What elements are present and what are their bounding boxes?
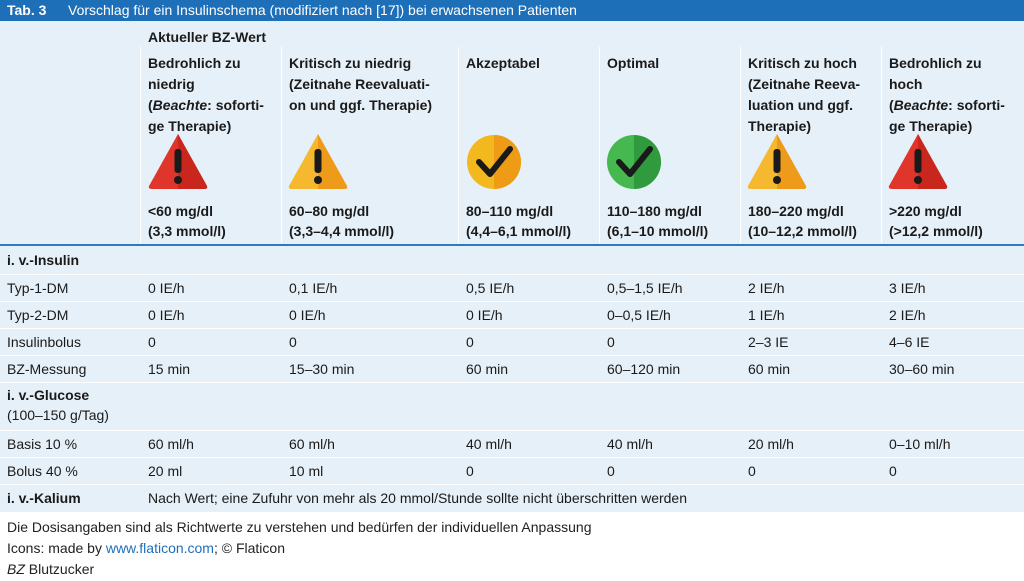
column-separator <box>140 47 141 243</box>
section-glucose: i. v.-Glucose <box>7 387 90 403</box>
range-col2: 60–80 mg/dl (3,3–4,4 mmol/l) <box>289 203 395 239</box>
range-col1: <60 mg/dl (3,3 mmol/l) <box>148 203 226 239</box>
warning-red-icon <box>148 134 208 189</box>
column-separator <box>599 47 600 243</box>
row-divider <box>0 382 1024 383</box>
insulin-scheme-table: Aktueller BZ-Wert Bedrohlich zu niedrig … <box>0 21 1024 512</box>
row-divider <box>0 484 1024 485</box>
column-separator <box>881 47 882 243</box>
column-header-kritisch-hoch: Kritisch zu hoch (Zeitnahe Reeva- luatio… <box>748 55 861 134</box>
column-header-bedrohlich-hoch: Bedrohlich zu hoch (Beachte: soforti- ge… <box>889 55 1005 134</box>
check-yellow-icon <box>467 135 521 189</box>
kalium-text: Nach Wert; eine Zufuhr von mehr als 20 m… <box>148 490 687 506</box>
row-divider <box>0 301 1024 302</box>
row-divider <box>0 274 1024 275</box>
header-divider <box>0 244 1024 246</box>
column-separator <box>740 47 741 243</box>
range-col4: 110–180 mg/dl (6,1–10 mmol/l) <box>607 203 709 239</box>
footnote-icons: Icons: made by www.flaticon.com; © Flati… <box>7 540 285 556</box>
header-group-label: Aktueller BZ-Wert <box>148 29 266 45</box>
check-green-icon <box>607 135 661 189</box>
row-divider <box>0 355 1024 356</box>
section-insulin: i. v.-Insulin <box>7 252 80 268</box>
footnote-abbreviation: BZ Blutzucker <box>7 561 95 577</box>
row-divider <box>0 328 1024 329</box>
column-header-bedrohlich-niedrig: Bedrohlich zu niedrig (Beachte: soforti-… <box>148 55 264 134</box>
column-header-kritisch-niedrig: Kritisch zu niedrig (Zeitnahe Reevaluati… <box>289 55 433 113</box>
row-divider <box>0 457 1024 458</box>
column-header-optimal: Optimal <box>607 55 660 71</box>
table-title: Vorschlag für ein Insulinschema (modifiz… <box>68 2 577 18</box>
range-col3: 80–110 mg/dl (4,4–6,1 mmol/l) <box>466 203 572 239</box>
row-divider <box>0 430 1024 431</box>
column-separator <box>458 47 459 243</box>
warning-orange-icon <box>288 134 348 189</box>
section-glucose-sub: (100–150 g/Tag) <box>7 407 109 423</box>
warning-orange-icon <box>747 134 807 189</box>
column-separator <box>281 47 282 243</box>
column-header-akzeptabel: Akzeptabel <box>466 55 540 71</box>
footnote-dosage: Die Dosisangaben sind als Richtwerte zu … <box>7 519 592 535</box>
range-col5: 180–220 mg/dl (10–12,2 mmol/l) <box>748 203 857 239</box>
section-kalium: i. v.-Kalium <box>7 490 81 506</box>
range-col6: >220 mg/dl (>12,2 mmol/l) <box>889 203 983 239</box>
table-title-bar: Tab. 3 Vorschlag für ein Insulinschema (… <box>0 0 1024 21</box>
flaticon-link[interactable]: www.flaticon.com <box>105 540 214 556</box>
warning-red-icon <box>888 134 948 189</box>
table-number: Tab. 3 <box>7 2 47 18</box>
